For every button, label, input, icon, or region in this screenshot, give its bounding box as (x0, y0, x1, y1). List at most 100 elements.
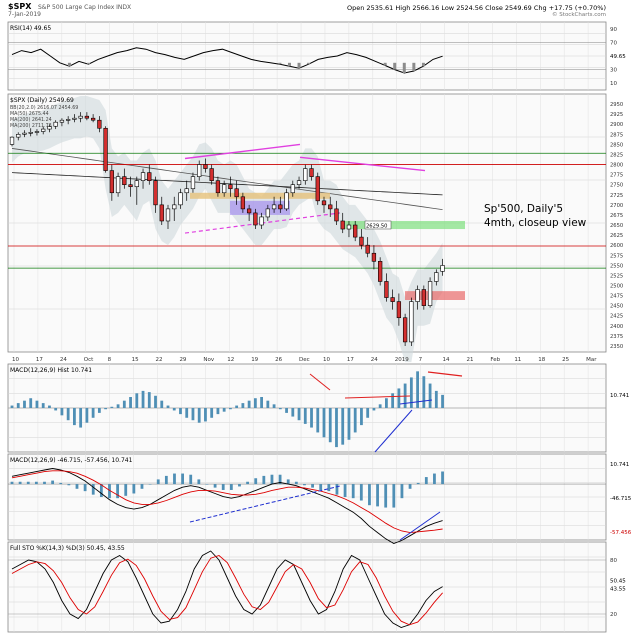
candle-body (72, 117, 77, 120)
x-tick: 24 (371, 357, 378, 363)
legend-entry: MA(50) 2675.44 (10, 111, 49, 117)
macd-hist-bar (35, 400, 39, 408)
x-tick: 14 (443, 357, 450, 363)
candle-body (290, 184, 295, 194)
candle-body (434, 272, 439, 282)
copyright: © StockCharts.com (552, 12, 606, 18)
price-tick: 2650 (610, 223, 623, 229)
macd-panel-hist-bar (67, 484, 71, 486)
legend-entry: BB(20,2.0) 2616.07 2454.69 (10, 105, 78, 111)
candle-body (303, 168, 308, 181)
x-tick: 18 (538, 357, 545, 363)
candle-body (134, 180, 139, 188)
candle-body (66, 119, 71, 121)
price-tick: 2500 (610, 283, 623, 289)
macd-hist-bar (310, 408, 313, 428)
candle-body (427, 281, 433, 306)
price-tick: 2925 (610, 112, 623, 118)
price-tick: 2625 (610, 233, 623, 239)
sto-d-line (11, 554, 443, 626)
candle-body (390, 297, 395, 302)
macd-panel-hist-bar (213, 484, 217, 488)
x-tick: 8 (108, 357, 112, 363)
sto-tick: 20 (610, 612, 617, 618)
annotation-line1: Sp'500, Daily'5 (484, 203, 563, 215)
macd-hist-bar (54, 408, 58, 411)
macd-hist-bar (297, 408, 301, 421)
price-tick: 2850 (610, 142, 623, 148)
macd-hist-bar (428, 383, 432, 408)
macd-hist-bar (278, 408, 282, 410)
candle-body (115, 176, 121, 194)
candle-body (353, 224, 358, 238)
macd-line (11, 468, 443, 544)
date-label: 7-Jan-2019 (8, 11, 41, 18)
macd-hist-bar (191, 408, 195, 421)
price-tick: 2675 (610, 213, 623, 219)
macd-hist-bar (222, 408, 226, 412)
macd-panel-hist-bar (246, 481, 249, 485)
macd-panel-hist-bar (319, 484, 323, 490)
macd-panel-hist-bar (238, 484, 241, 487)
macd-hist-bar (79, 408, 83, 428)
candle-body (228, 184, 233, 190)
orange-zone (190, 192, 330, 199)
candle-body (97, 119, 102, 129)
candle-body (190, 176, 196, 190)
candle-body (415, 289, 420, 302)
candle-body (321, 200, 327, 206)
candle-body (109, 170, 114, 194)
rsi-tick: 70 (610, 40, 617, 46)
macd-panel-hist-bar (83, 484, 87, 492)
macd-right-label: -57.456 (610, 530, 632, 536)
macd-hist-bar (185, 408, 189, 418)
macd-hist-bar (166, 405, 170, 408)
pink-trendline-lower (299, 156, 426, 172)
candle-body (215, 180, 221, 194)
candle-body (365, 244, 370, 254)
macd-panel-hist-bar (189, 474, 193, 485)
macd-hist-bar (91, 408, 95, 418)
candle-body (28, 131, 33, 134)
price-tick: 2825 (610, 152, 623, 158)
x-tick: 19 (251, 357, 258, 363)
candle-body (328, 204, 333, 210)
candle-body (122, 176, 127, 186)
macd-panel-hist-bar (18, 481, 22, 485)
price-tick: 2800 (610, 163, 623, 169)
index-name: S&P 500 Large Cap Index INDX (38, 4, 132, 11)
price-tick: 2400 (610, 324, 623, 330)
macd-panel-hist-bar (108, 484, 111, 499)
macd-hist-title: MACD(12,26,9) Hist 10.741 (10, 367, 92, 374)
green-zone (345, 220, 465, 230)
macd-hist-last: 10.741 (610, 393, 629, 399)
macd-panel-hist-bar (132, 484, 136, 494)
macd-hist-bar (235, 405, 239, 408)
macd-panel-hist-bar (262, 475, 266, 485)
candle-body (246, 208, 252, 214)
candle-body (271, 204, 277, 210)
candle-body (209, 168, 214, 181)
macd-panel-hist-bar (433, 473, 436, 485)
macd-hist-bar (397, 388, 401, 408)
symbol-label: $SPX (8, 2, 32, 11)
candle-body (203, 164, 208, 169)
macd-panel-hist-bar (400, 484, 404, 499)
macd-hist-bar (97, 408, 101, 413)
candle-body (178, 192, 183, 206)
candle-body (359, 236, 364, 246)
macd-hist-bar (110, 406, 114, 408)
red-trendline (309, 373, 331, 391)
candle-body (197, 164, 202, 177)
macd-hist-bar (272, 404, 276, 408)
candle-body (253, 212, 258, 226)
price-tick: 2900 (610, 122, 623, 128)
trendline-blue (374, 409, 413, 453)
x-tick: 29 (179, 357, 186, 363)
candle-body (41, 128, 46, 132)
macd-hist-bar (147, 392, 151, 408)
macd-hist-bar (366, 408, 370, 418)
candle-body (346, 224, 352, 230)
macd-hist-bar (23, 400, 26, 408)
candle-body (90, 117, 96, 121)
